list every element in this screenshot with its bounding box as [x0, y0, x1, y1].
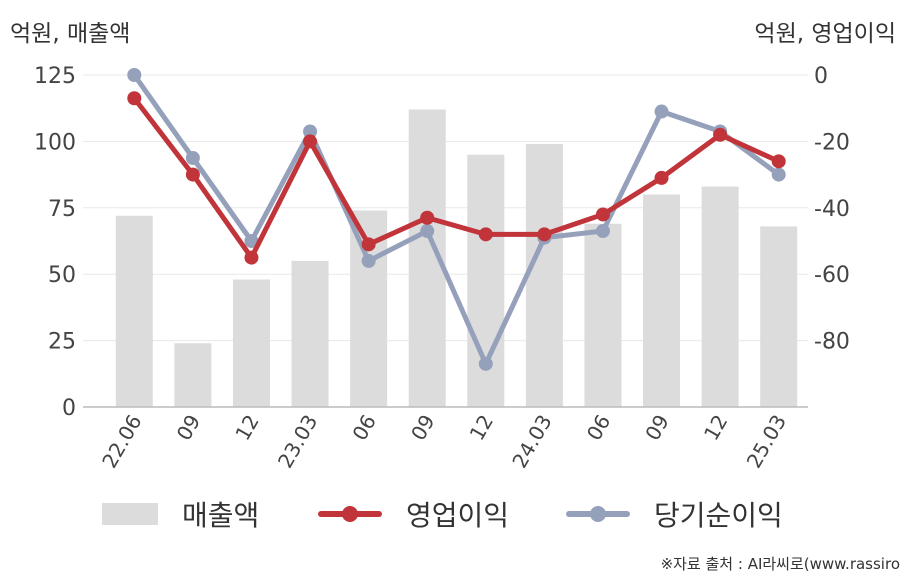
point-operating-profit	[537, 227, 552, 242]
y-tick-left: 75	[48, 197, 76, 222]
point-operating-profit	[478, 227, 493, 242]
y-tick-left: 125	[34, 64, 76, 89]
right-axis-unit: 억원, 영업이익	[754, 21, 896, 47]
x-tick-label: 12	[699, 411, 733, 445]
point-net-income	[420, 224, 435, 239]
source-note: ※자료 출처 : AI라씨로(www.rassiro	[660, 555, 900, 573]
point-operating-profit	[595, 207, 610, 222]
point-operating-profit	[420, 210, 435, 225]
point-net-income	[361, 253, 376, 268]
x-tick-label: 09	[406, 411, 440, 445]
x-tick-label: 23.03	[273, 411, 322, 473]
x-tick-label: 06	[582, 411, 616, 445]
left-axis-unit: 억원, 매출액	[10, 21, 131, 47]
legend-swatch-net-income	[566, 503, 630, 525]
x-tick-label: 12	[230, 411, 264, 445]
legend-item-operating-profit: 영업이익	[318, 492, 509, 536]
y-tick-left: 0	[62, 396, 76, 421]
point-operating-profit	[185, 167, 200, 182]
combo-chart: 0 25 50 75 100 125 0 -20 -40 -60 -80 22.06 09 12 23.03…	[34, 64, 850, 473]
point-net-income	[478, 356, 493, 371]
point-net-income	[244, 234, 259, 248]
bar-sales	[232, 279, 270, 407]
bar-sales	[584, 223, 622, 407]
point-net-income	[127, 68, 142, 82]
x-tick-label: 09	[640, 411, 674, 445]
y-tick-right: -40	[814, 197, 850, 222]
x-tick-label: 09	[172, 411, 206, 445]
point-net-income	[771, 167, 786, 182]
legend-item-net-income: 당기순이익	[566, 492, 783, 536]
y-tick-left: 25	[48, 330, 76, 355]
y-tick-right: -80	[814, 330, 850, 355]
bar-sales	[115, 215, 153, 407]
legend-label-sales: 매출액	[182, 499, 260, 532]
point-operating-profit	[303, 134, 318, 149]
point-operating-profit	[771, 154, 786, 169]
legend-label-operating-profit: 영업이익	[406, 499, 510, 532]
legend-swatch-operating-profit	[318, 503, 382, 525]
legend: 매출액 영업이익 당기순이익	[0, 492, 908, 536]
point-operating-profit	[127, 91, 142, 106]
y-tick-right: 0	[814, 64, 828, 89]
y-tick-right: -20	[814, 130, 850, 155]
bar-sales	[760, 226, 798, 407]
x-tick-label: 12	[465, 410, 499, 444]
legend-swatch-sales	[102, 503, 158, 525]
point-operating-profit	[244, 250, 259, 265]
bar-sales	[525, 144, 563, 407]
x-tick-label: 22.06	[97, 411, 146, 473]
point-operating-profit	[361, 237, 376, 252]
point-operating-profit	[654, 170, 669, 185]
x-tick-label: 25.03	[742, 411, 791, 473]
x-tick-label: 24.03	[507, 411, 556, 473]
legend-label-net-income: 당기순이익	[654, 499, 783, 532]
point-net-income	[185, 151, 200, 165]
bar-sales	[643, 194, 681, 407]
point-net-income	[303, 124, 318, 139]
y-tick-left: 100	[34, 130, 76, 155]
legend-item-sales: 매출액	[102, 492, 259, 536]
y-tick-right: -60	[814, 263, 850, 288]
bar-sales	[291, 260, 329, 407]
point-net-income	[654, 104, 669, 119]
line-operating-profit	[131, 95, 782, 261]
x-tick-label: 06	[347, 411, 381, 445]
point-operating-profit	[713, 127, 728, 142]
bar-sales	[174, 343, 212, 407]
point-net-income	[595, 224, 610, 239]
bar-sales	[701, 186, 739, 407]
line-net-income	[131, 72, 782, 367]
y-tick-left: 50	[48, 263, 76, 288]
